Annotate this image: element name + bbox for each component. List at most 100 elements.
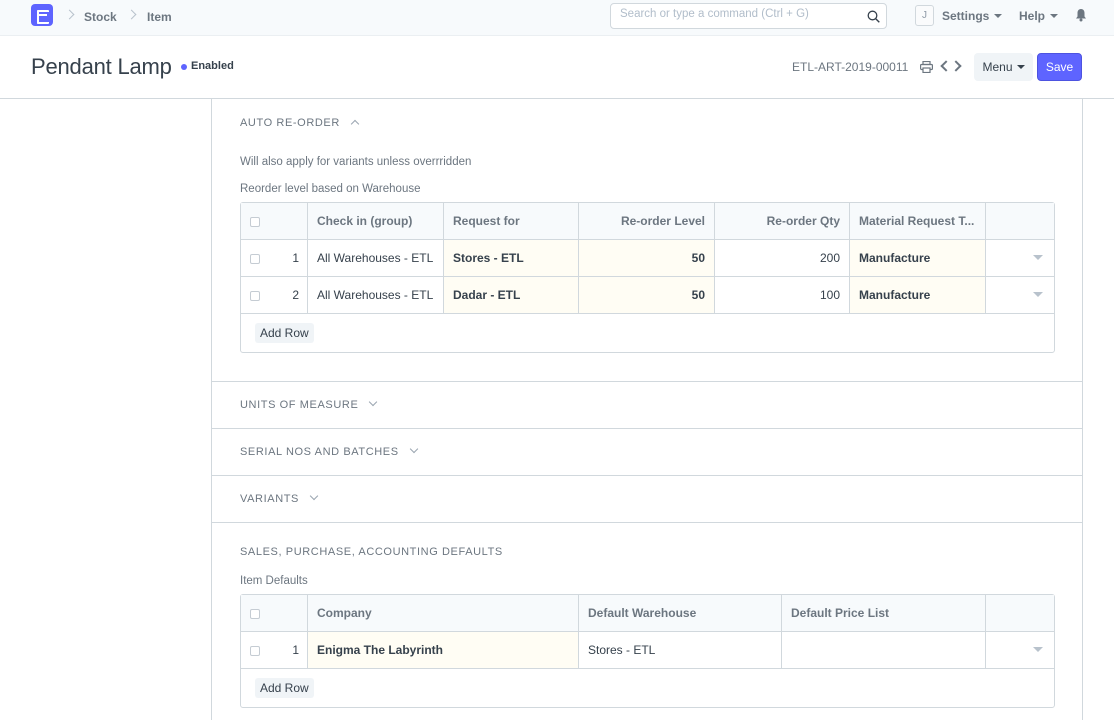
- default-warehouse-cell[interactable]: Stores - ETL: [579, 632, 782, 668]
- app-logo-icon[interactable]: [31, 4, 53, 26]
- section-title: AUTO RE-ORDER: [240, 117, 340, 129]
- table-row[interactable]: 1 All Warehouses - ETL Stores - ETL 50 2…: [241, 240, 1054, 277]
- row-select-cell: 1: [241, 632, 308, 668]
- column-header: Default Warehouse: [579, 595, 782, 631]
- request-for-cell[interactable]: Dadar - ETL: [444, 277, 579, 313]
- company-cell[interactable]: Enigma The Labyrinth: [308, 632, 579, 668]
- column-header: Request for: [444, 203, 579, 239]
- add-row-button[interactable]: Add Row: [255, 678, 314, 698]
- caret-down-icon: [1016, 65, 1025, 69]
- chevron-down-icon: [369, 397, 378, 407]
- avatar[interactable]: J: [915, 5, 934, 26]
- column-header: Check in (group): [308, 203, 444, 239]
- bell-icon[interactable]: [1075, 8, 1087, 22]
- menu-button[interactable]: Menu: [974, 53, 1033, 81]
- section-head-auto-reorder[interactable]: AUTO RE-ORDER: [240, 117, 360, 129]
- section-auto-reorder: AUTO RE-ORDER Will also apply for varian…: [212, 99, 1082, 382]
- section-title: UNITS OF MEASURE: [240, 399, 359, 411]
- row-actions-cell[interactable]: [986, 277, 1054, 313]
- header-actions-cell: [986, 203, 1054, 239]
- check-in-cell[interactable]: All Warehouses - ETL: [308, 277, 444, 313]
- chevron-right-icon: [126, 9, 137, 20]
- row-select-cell: 1: [241, 240, 308, 276]
- chevron-up-icon: [350, 119, 360, 129]
- column-header: Company: [308, 595, 579, 631]
- help-label: Help: [1019, 9, 1046, 23]
- row-index: 2: [292, 288, 299, 302]
- document-name: ETL-ART-2019-00011: [792, 60, 909, 74]
- material-request-type-cell[interactable]: Manufacture: [850, 277, 986, 313]
- status-indicator-icon: [181, 64, 187, 70]
- section-head-uom[interactable]: UNITS OF MEASURE: [240, 397, 378, 411]
- section-title: SERIAL NOS AND BATCHES: [240, 446, 399, 458]
- row-actions-cell[interactable]: [986, 632, 1054, 668]
- section-variants: VARIANTS: [212, 476, 1082, 523]
- table-row[interactable]: 1 Enigma The Labyrinth Stores - ETL: [241, 632, 1054, 669]
- row-checkbox[interactable]: [250, 646, 260, 656]
- row-dropdown-icon[interactable]: [1033, 647, 1043, 652]
- caret-down-icon: [1050, 14, 1059, 18]
- reorder-level-cell[interactable]: 50: [579, 277, 715, 313]
- chevron-down-icon: [309, 491, 319, 501]
- caret-down-icon: [994, 14, 1003, 18]
- search-input[interactable]: [620, 8, 860, 20]
- form-layout: AUTO RE-ORDER Will also apply for varian…: [211, 99, 1083, 720]
- section-head-defaults[interactable]: SALES, PURCHASE, ACCOUNTING DEFAULTS: [240, 546, 503, 558]
- section-defaults: SALES, PURCHASE, ACCOUNTING DEFAULTS Ite…: [212, 523, 1082, 720]
- menu-label: Menu: [982, 60, 1013, 74]
- header-actions-cell: [986, 595, 1054, 631]
- chevron-down-icon: [409, 444, 418, 454]
- table-row[interactable]: 2 All Warehouses - ETL Dadar - ETL 50 10…: [241, 277, 1054, 314]
- page-title: Pendant Lamp: [31, 54, 172, 79]
- row-index: 1: [292, 251, 299, 265]
- search-icon[interactable]: [867, 10, 880, 23]
- header-select-cell: [241, 203, 308, 239]
- navbar: Stock Item J Settings Help: [0, 0, 1114, 36]
- status-badge: Enabled: [191, 60, 234, 72]
- page-head: Pendant Lamp Enabled ETL-ART-2019-00011 …: [0, 36, 1114, 99]
- breadcrumb-item[interactable]: Item: [147, 10, 172, 24]
- select-all-checkbox[interactable]: [250, 217, 260, 227]
- section-serial-batches: SERIAL NOS AND BATCHES: [212, 429, 1082, 476]
- help-dropdown[interactable]: Help: [1019, 9, 1059, 23]
- row-select-cell: 2: [241, 277, 308, 313]
- add-row-button[interactable]: Add Row: [255, 323, 314, 343]
- settings-dropdown[interactable]: Settings: [942, 9, 1003, 23]
- save-button[interactable]: Save: [1037, 53, 1082, 81]
- row-actions-cell[interactable]: [986, 240, 1054, 276]
- section-head-serial[interactable]: SERIAL NOS AND BATCHES: [240, 444, 418, 458]
- reorder-grid: Check in (group) Request for Re-order Le…: [240, 202, 1055, 353]
- grid-header-row: Check in (group) Request for Re-order Le…: [241, 203, 1054, 240]
- row-checkbox[interactable]: [250, 291, 260, 301]
- grid-header-row: Company Default Warehouse Default Price …: [241, 595, 1054, 632]
- chevron-right-icon: [64, 9, 75, 20]
- reorder-qty-cell[interactable]: 100: [715, 277, 850, 313]
- request-for-cell[interactable]: Stores - ETL: [444, 240, 579, 276]
- column-header: Default Price List: [782, 595, 986, 631]
- grid-label: Reorder level based on Warehouse: [240, 183, 421, 195]
- column-header: Material Request T...: [850, 203, 986, 239]
- reorder-level-cell[interactable]: 50: [579, 240, 715, 276]
- section-head-variants[interactable]: VARIANTS: [240, 491, 319, 505]
- grid-label: Item Defaults: [240, 575, 308, 587]
- section-description: Will also apply for variants unless over…: [240, 156, 472, 168]
- default-price-list-cell[interactable]: [782, 632, 986, 668]
- select-all-checkbox[interactable]: [250, 609, 260, 619]
- settings-label: Settings: [942, 9, 990, 23]
- row-checkbox[interactable]: [250, 254, 260, 264]
- check-in-cell[interactable]: All Warehouses - ETL: [308, 240, 444, 276]
- next-doc-icon[interactable]: [950, 60, 962, 72]
- awesome-bar[interactable]: [610, 3, 887, 29]
- material-request-type-cell[interactable]: Manufacture: [850, 240, 986, 276]
- section-title: SALES, PURCHASE, ACCOUNTING DEFAULTS: [240, 546, 503, 558]
- breadcrumb-stock[interactable]: Stock: [84, 10, 117, 24]
- reorder-qty-cell[interactable]: 200: [715, 240, 850, 276]
- print-icon[interactable]: [920, 61, 933, 73]
- column-header: Re-order Qty: [715, 203, 850, 239]
- row-index: 1: [292, 643, 299, 657]
- row-dropdown-icon[interactable]: [1033, 292, 1043, 297]
- item-defaults-grid: Company Default Warehouse Default Price …: [240, 594, 1055, 708]
- section-units-of-measure: UNITS OF MEASURE: [212, 382, 1082, 429]
- column-header: Re-order Level: [579, 203, 715, 239]
- row-dropdown-icon[interactable]: [1033, 255, 1043, 260]
